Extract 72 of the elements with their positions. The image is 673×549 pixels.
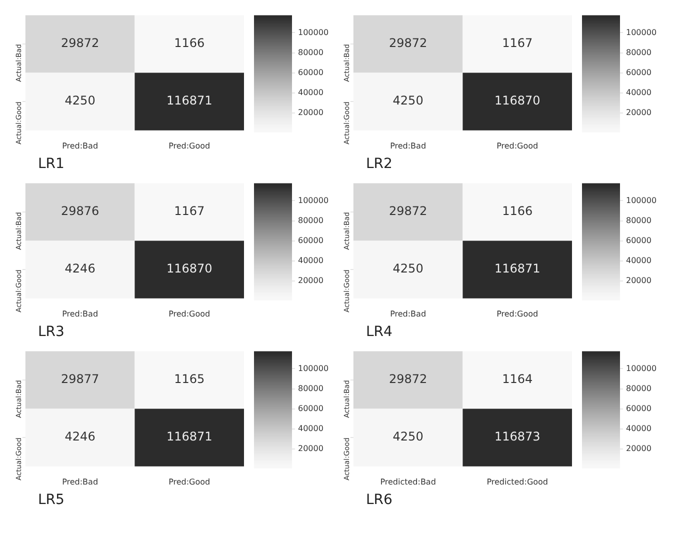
color-bar-label: 100000: [626, 196, 657, 205]
color-bar-label: 20000: [626, 108, 652, 118]
text: LR2: [366, 156, 394, 172]
data-label: 29872: [388, 204, 428, 218]
color-bar-label: 40000: [298, 424, 324, 434]
x-tick-label: Pred:Good: [496, 309, 538, 318]
color-bar-label: 80000: [626, 48, 652, 57]
color-bar-label: 20000: [298, 444, 324, 454]
data-label: 29872: [388, 36, 428, 50]
text: LR1: [38, 156, 66, 172]
text: LR6: [366, 492, 394, 508]
data-label: 1167: [502, 36, 533, 50]
x-tick-label: Pred:Good: [168, 309, 210, 318]
color-bar-label: 100000: [626, 28, 657, 37]
data-label: 116871: [166, 430, 212, 444]
text: LR3: [38, 324, 66, 340]
x-tick-label: Pred:Bad: [62, 309, 98, 318]
data-label: 116870: [166, 262, 212, 276]
color-bar-label: 20000: [626, 444, 652, 454]
color-bar-label: 60000: [298, 68, 324, 77]
data-label: 1165: [174, 372, 205, 386]
color-bar-label: 100000: [298, 28, 329, 37]
color-bar-label: 80000: [298, 48, 324, 57]
x-tick-label: Pred:Bad: [62, 477, 98, 486]
color-bar-label: 20000: [626, 276, 652, 286]
data-label: 116871: [166, 94, 212, 108]
data-label: 116873: [494, 430, 540, 444]
color-bar-label: 40000: [626, 256, 652, 266]
color-bar-label: 60000: [626, 68, 652, 77]
color-bar-label: 100000: [626, 364, 657, 373]
data-label: 1164: [502, 372, 533, 386]
data-label: 29872: [388, 372, 428, 386]
data-label: 4250: [392, 94, 424, 108]
x-tick-label: Pred:Bad: [62, 141, 98, 150]
color-bar-label: 100000: [298, 364, 329, 373]
data-label: 4246: [64, 262, 96, 276]
color-bar-label: 80000: [298, 384, 324, 393]
x-tick-label: Pred:Good: [496, 141, 538, 150]
data-label: 4250: [392, 430, 424, 444]
color-bar-label: 60000: [626, 404, 652, 413]
color-bar-label: 40000: [298, 88, 324, 98]
color-bar-label: 80000: [298, 216, 324, 225]
data-label: 29876: [60, 204, 100, 218]
data-label: 4246: [64, 430, 96, 444]
x-tick-label: Pred:Bad: [390, 141, 426, 150]
color-bar-label: 40000: [298, 256, 324, 266]
x-tick-label: Predicted:Bad: [380, 477, 436, 486]
data-label: 29877: [60, 372, 100, 386]
data-label: 116871: [494, 262, 540, 276]
color-bar-label: 20000: [298, 108, 324, 118]
color-bar-label: 80000: [626, 384, 652, 393]
data-label: 4250: [392, 262, 424, 276]
data-label: 1166: [502, 204, 533, 218]
x-tick-label: Pred:Bad: [390, 309, 426, 318]
x-tick-label: Pred:Good: [168, 141, 210, 150]
color-bar-label: 60000: [298, 236, 324, 245]
x-tick-label: Predicted:Good: [486, 477, 548, 486]
color-bar-label: 80000: [626, 216, 652, 225]
data-label: 116870: [494, 94, 540, 108]
color-bar-label: 100000: [298, 196, 329, 205]
color-bar-label: 40000: [626, 424, 652, 434]
color-bar-label: 60000: [298, 404, 324, 413]
text: LR4: [366, 324, 394, 340]
x-tick-label: Pred:Good: [168, 477, 210, 486]
text: LR5: [38, 492, 66, 508]
data-label: 1166: [174, 36, 205, 50]
data-label: 4250: [64, 94, 96, 108]
color-bar-label: 20000: [298, 276, 324, 286]
data-label: 1167: [174, 204, 205, 218]
color-bar-label: 60000: [626, 236, 652, 245]
data-label: 29872: [60, 36, 100, 50]
color-bar-label: 40000: [626, 88, 652, 98]
